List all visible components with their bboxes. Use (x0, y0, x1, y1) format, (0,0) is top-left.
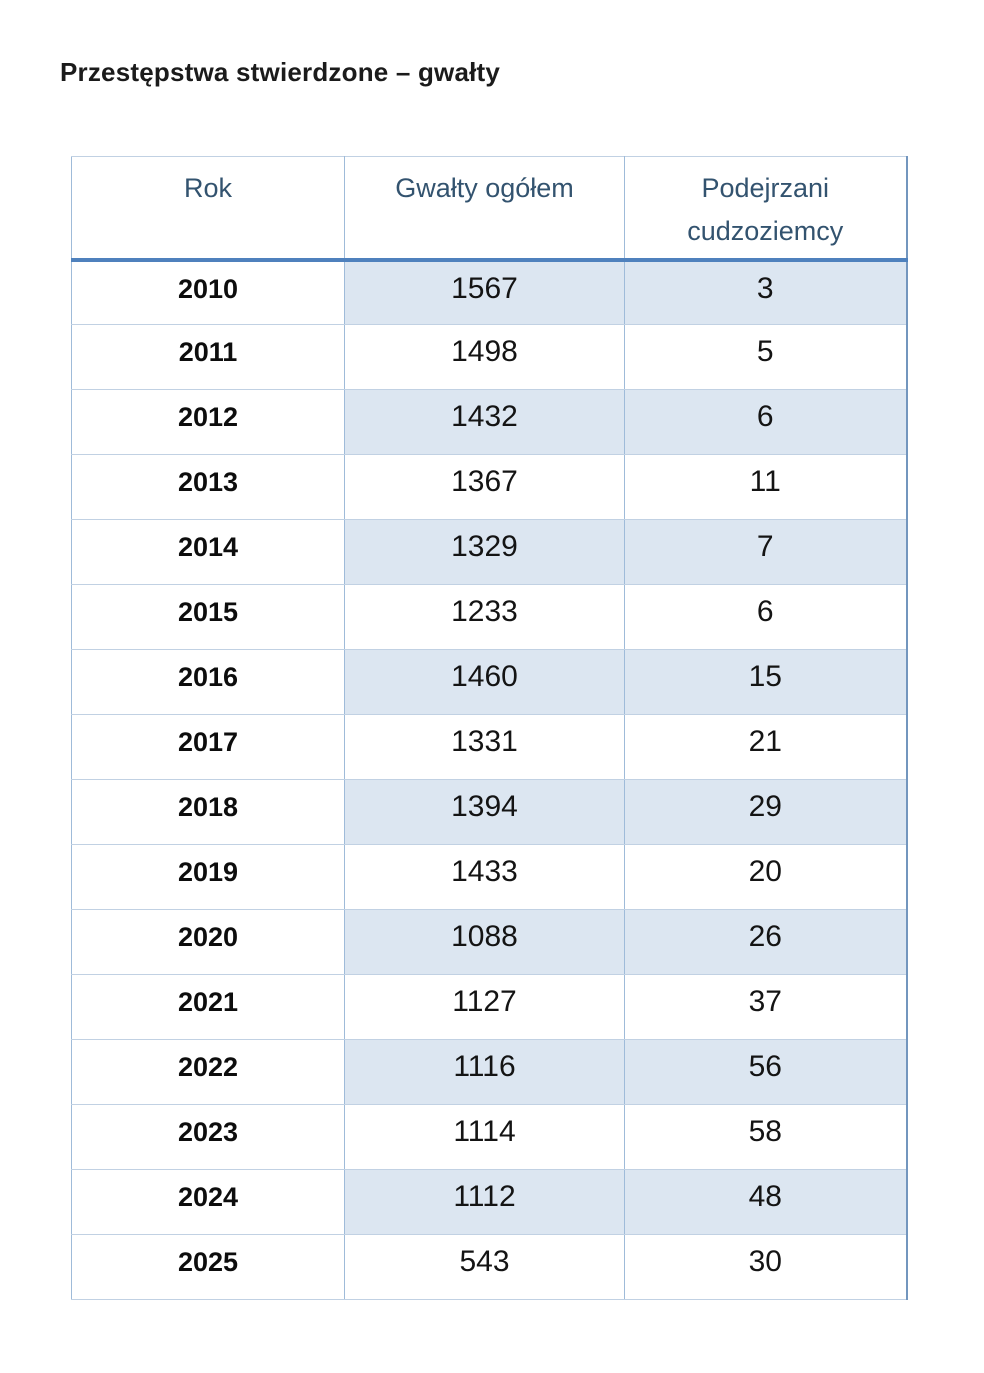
foreigners-cell: 29 (624, 779, 907, 845)
table-row: 2020 1088 26 (71, 909, 907, 975)
year-cell: 2018 (71, 779, 345, 845)
column-header-podejrzani-cudzoziemcy: Podejrzani cudzoziemcy (624, 156, 907, 262)
foreigners-cell: 3 (624, 259, 907, 325)
year-cell: 2020 (71, 909, 345, 975)
total-cell: 1112 (344, 1169, 625, 1235)
total-cell: 1367 (344, 454, 625, 520)
table-row: 2017 1331 21 (71, 714, 907, 780)
table-body: 2010 1567 3 2011 1498 5 2012 1432 6 2013 1367 11 201… (71, 259, 907, 1300)
foreigners-cell: 5 (624, 324, 907, 390)
total-cell: 1498 (344, 324, 625, 390)
year-cell: 2021 (71, 974, 345, 1040)
total-cell: 1116 (344, 1039, 625, 1105)
table-row: 2018 1394 29 (71, 779, 907, 845)
page-title: Przestępstwa stwierdzone – gwałty (60, 57, 501, 87)
total-cell: 1567 (344, 259, 625, 325)
crime-stats-table: Rok Gwałty ogółem Podejrzani cudzoziemcy… (71, 156, 908, 1300)
year-cell: 2025 (71, 1234, 345, 1300)
table-row: 2025 543 30 (71, 1234, 907, 1300)
total-cell: 1432 (344, 389, 625, 455)
year-cell: 2015 (71, 584, 345, 650)
total-cell: 1394 (344, 779, 625, 845)
table-row: 2023 1114 58 (71, 1104, 907, 1170)
foreigners-cell: 7 (624, 519, 907, 585)
total-cell: 1088 (344, 909, 625, 975)
foreigners-cell: 26 (624, 909, 907, 975)
total-cell: 1329 (344, 519, 625, 585)
table-row: 2011 1498 5 (71, 324, 907, 390)
year-cell: 2023 (71, 1104, 345, 1170)
table-row: 2021 1127 37 (71, 974, 907, 1040)
table-row: 2024 1112 48 (71, 1169, 907, 1235)
year-cell: 2010 (71, 259, 345, 325)
foreigners-cell: 21 (624, 714, 907, 780)
foreigners-cell: 15 (624, 649, 907, 715)
year-cell: 2012 (71, 389, 345, 455)
total-cell: 1331 (344, 714, 625, 780)
foreigners-cell: 6 (624, 584, 907, 650)
column-header-gwalty-ogolem: Gwałty ogółem (344, 156, 625, 262)
year-cell: 2022 (71, 1039, 345, 1105)
foreigners-cell: 37 (624, 974, 907, 1040)
year-cell: 2013 (71, 454, 345, 520)
table-row: 2012 1432 6 (71, 389, 907, 455)
year-cell: 2016 (71, 649, 345, 715)
foreigners-cell: 11 (624, 454, 907, 520)
total-cell: 1233 (344, 584, 625, 650)
year-cell: 2011 (71, 324, 345, 390)
table-row: 2022 1116 56 (71, 1039, 907, 1105)
year-cell: 2024 (71, 1169, 345, 1235)
foreigners-cell: 48 (624, 1169, 907, 1235)
table-row: 2013 1367 11 (71, 454, 907, 520)
table-row: 2010 1567 3 (71, 259, 907, 325)
table-row: 2014 1329 7 (71, 519, 907, 585)
total-cell: 543 (344, 1234, 625, 1300)
foreigners-cell: 56 (624, 1039, 907, 1105)
year-cell: 2019 (71, 844, 345, 910)
table-row: 2015 1233 6 (71, 584, 907, 650)
table-row: 2016 1460 15 (71, 649, 907, 715)
total-cell: 1433 (344, 844, 625, 910)
total-cell: 1460 (344, 649, 625, 715)
total-cell: 1114 (344, 1104, 625, 1170)
foreigners-cell: 58 (624, 1104, 907, 1170)
table-row: 2019 1433 20 (71, 844, 907, 910)
total-cell: 1127 (344, 974, 625, 1040)
year-cell: 2017 (71, 714, 345, 780)
year-cell: 2014 (71, 519, 345, 585)
foreigners-cell: 20 (624, 844, 907, 910)
foreigners-cell: 30 (624, 1234, 907, 1300)
column-header-rok: Rok (71, 156, 345, 262)
foreigners-cell: 6 (624, 389, 907, 455)
header-row: Rok Gwałty ogółem Podejrzani cudzoziemcy (71, 156, 907, 262)
